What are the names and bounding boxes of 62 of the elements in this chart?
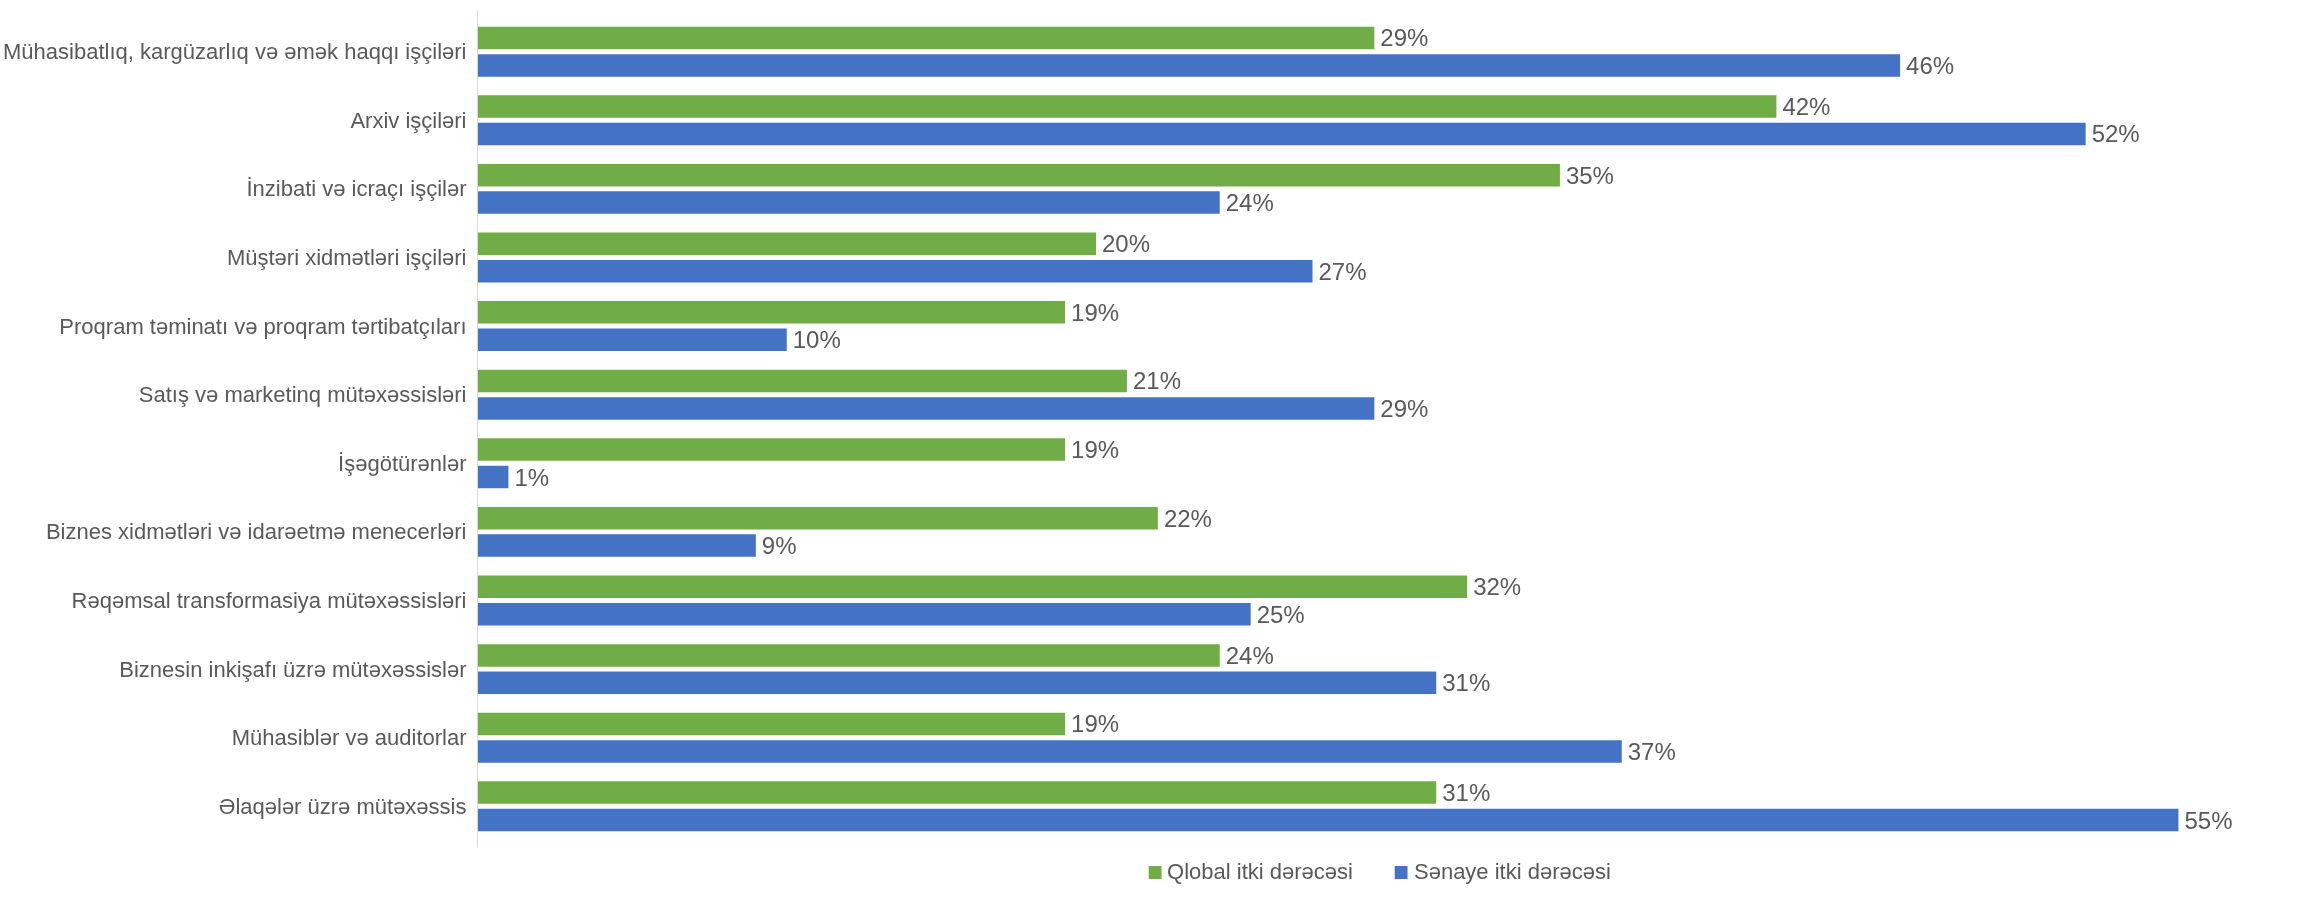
bar [477, 163, 1560, 187]
bar [477, 740, 1622, 763]
y-tick-label: Biznes xidmətləri və idarəetmə menecerləri [45, 519, 467, 545]
data-label: 9% [761, 532, 797, 560]
y-tick-label: Proqram təminatı və proqram tərtibatçıları [59, 313, 467, 339]
bar [477, 232, 1097, 256]
data-label: 31% [1442, 669, 1491, 697]
legend-label: Sənaye itki dərəcəsi [1413, 859, 1611, 885]
y-tick-label: Əlaqələr üzrə mütəxəssis [218, 793, 467, 819]
bar [477, 191, 1220, 214]
data-label: 19% [1071, 710, 1120, 738]
data-label: 37% [1627, 737, 1676, 765]
bar [477, 808, 2179, 832]
data-label: 1% [514, 463, 550, 491]
y-tick-label: Biznesin inkişafı üzrə mütəxəssislər [119, 656, 467, 682]
bar [477, 328, 787, 352]
data-label: 25% [1256, 600, 1305, 628]
data-label: 29% [1380, 24, 1429, 52]
bar [477, 369, 1127, 393]
data-label: 19% [1071, 298, 1120, 326]
bar [477, 54, 1901, 77]
bar [477, 644, 1220, 667]
data-label: 29% [1380, 394, 1429, 422]
bar [477, 534, 756, 557]
data-label: 24% [1225, 189, 1274, 217]
y-tick-label: Arxiv işçiləri [350, 107, 467, 133]
y-tick-label: Mühasibatlıq, kargüzarlıq və əmək haqqı işçiləri [3, 39, 467, 65]
data-label: 27% [1318, 257, 1367, 285]
bar [477, 397, 1375, 420]
data-label: 55% [2184, 806, 2233, 834]
y-tick-label: Müştəri xidmətləri işçiləri [226, 244, 467, 270]
data-label: 31% [1442, 779, 1491, 807]
data-label: 19% [1071, 436, 1120, 464]
bar [477, 438, 1066, 461]
data-label: 35% [1565, 161, 1614, 189]
data-label: 20% [1102, 230, 1151, 258]
bar [477, 506, 1158, 530]
bar [477, 95, 1777, 118]
y-tick-label: Mühasiblər və auditorlar [231, 725, 467, 751]
legend-label: Qlobal itki dərəcəsi [1167, 859, 1353, 885]
bar [477, 122, 2086, 146]
data-label: 32% [1473, 573, 1522, 601]
bar [477, 301, 1066, 324]
bar [477, 671, 1437, 695]
bar [477, 465, 509, 489]
y-tick-label: İnzibati və icraçı işçilər [246, 176, 467, 202]
bar [477, 712, 1066, 736]
data-label: 46% [1906, 51, 1955, 79]
bar [477, 602, 1251, 626]
bar [477, 259, 1313, 283]
bar [477, 575, 1468, 599]
data-label: 22% [1163, 504, 1212, 532]
data-label: 42% [1782, 93, 1831, 121]
data-label: 10% [792, 326, 841, 354]
bar [477, 781, 1437, 804]
y-tick-label: İşəgötürənlər [338, 450, 467, 476]
data-label: 24% [1225, 641, 1274, 669]
y-tick-label: Rəqəmsal transformasiya mütəxəssisləri [71, 588, 467, 613]
bar [477, 26, 1375, 50]
data-label: 52% [2091, 120, 2140, 148]
y-tick-label: Satış və marketinq mütəxəssisləri [138, 382, 467, 408]
data-label: 21% [1132, 367, 1181, 395]
